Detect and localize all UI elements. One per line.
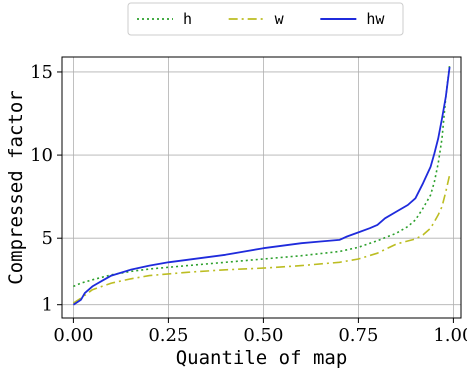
- legend-label-w: w: [275, 10, 285, 28]
- series-line-h: [73, 65, 451, 288]
- grid: [62, 57, 461, 318]
- y-axis-label: Compressed factor: [5, 90, 27, 284]
- series-line-w: [72, 174, 451, 304]
- series-line-hw: [72, 66, 451, 306]
- x-tick-label: 0.50: [243, 325, 283, 346]
- legend: h w hw: [127, 2, 404, 36]
- x-tick-label: 0.25: [148, 325, 188, 346]
- series-group: [72, 65, 451, 306]
- y-tick-label: 10: [30, 145, 53, 166]
- y-tick-label: 15: [30, 62, 53, 83]
- y-tick-label: 1: [42, 295, 53, 316]
- legend-box: [127, 2, 404, 36]
- legend-label-h: h: [183, 10, 192, 28]
- plot-frame: [61, 56, 462, 319]
- x-axis-label: Quantile of map: [176, 347, 348, 369]
- x-tick-label: 0.75: [338, 325, 378, 346]
- legend-label-hw: hw: [366, 10, 385, 28]
- axis-ticks: 0.000.250.500.751.00151015: [30, 62, 467, 346]
- x-tick-label: 0.00: [53, 325, 93, 346]
- x-tick-label: 1.00: [433, 325, 467, 346]
- y-tick-label: 5: [42, 228, 53, 249]
